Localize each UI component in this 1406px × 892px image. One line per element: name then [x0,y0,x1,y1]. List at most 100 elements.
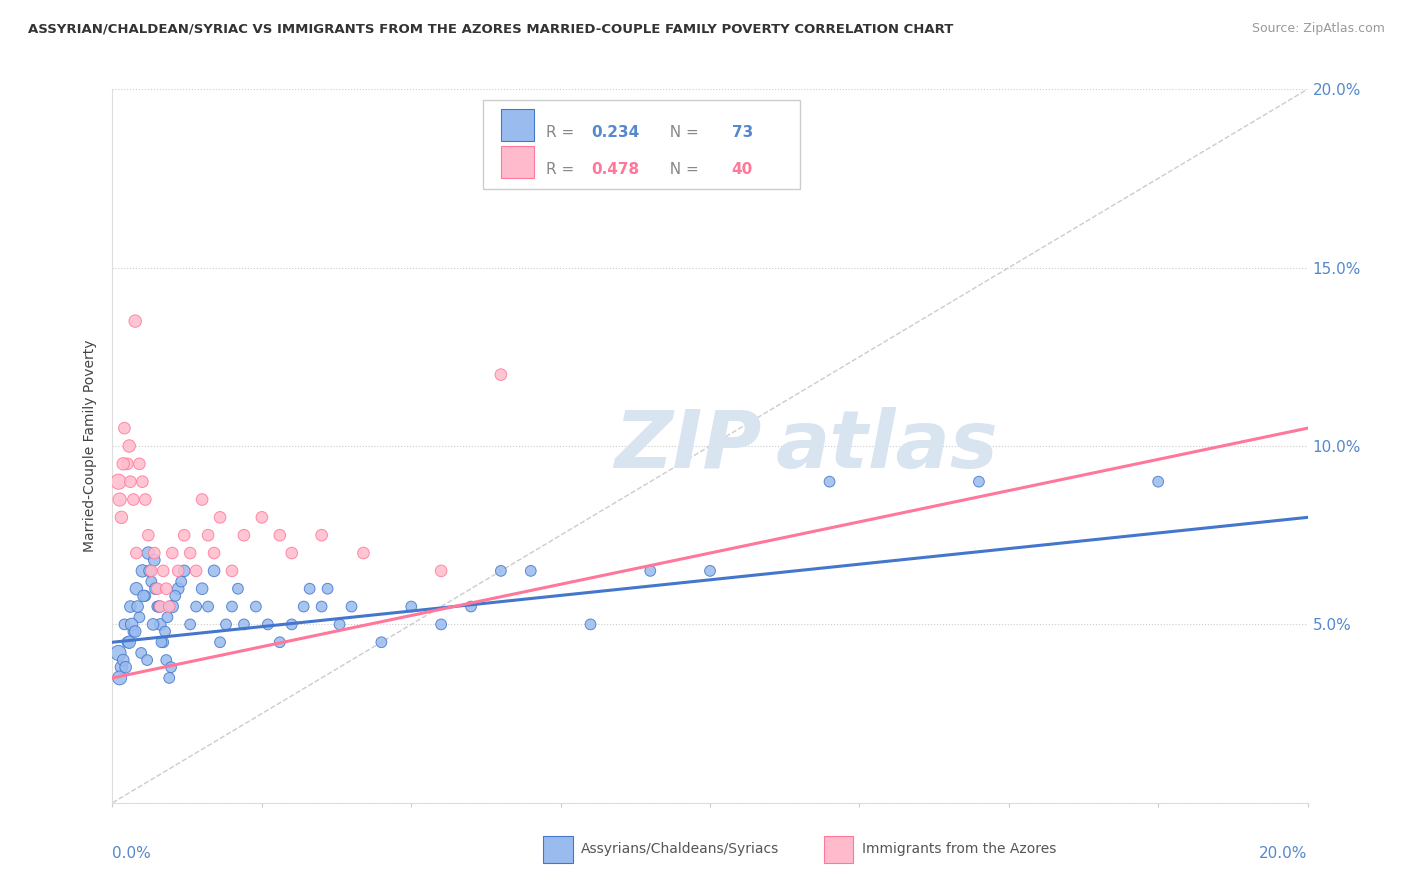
Point [281,546,304,560]
Point [179,546,201,560]
Point [173,564,195,578]
Point [125,546,148,560]
Point [818,475,841,489]
Text: ZIP: ZIP [614,407,762,485]
Point [269,635,291,649]
Text: 0.234: 0.234 [592,125,640,140]
Text: atlas: atlas [776,407,998,485]
Point [112,457,135,471]
Point [170,574,193,589]
Point [233,617,256,632]
Text: N =: N = [659,125,703,140]
Point [138,528,160,542]
Text: 40: 40 [731,161,752,177]
FancyBboxPatch shape [824,837,853,863]
Point [122,492,145,507]
Text: N =: N = [659,161,703,177]
Point [152,635,174,649]
Point [131,564,153,578]
Point [173,528,195,542]
Point [245,599,267,614]
Point [202,546,225,560]
Point [134,492,156,507]
Text: 0.0%: 0.0% [112,846,152,861]
Point [110,510,132,524]
Point [197,599,219,614]
Point [146,582,169,596]
Point [202,564,225,578]
Point [117,457,139,471]
Point [149,599,172,614]
Point [165,589,187,603]
Point [311,599,333,614]
Text: R =: R = [547,161,579,177]
Point [131,475,153,489]
Point [233,528,256,542]
FancyBboxPatch shape [501,145,534,178]
Point [127,599,149,614]
Point [157,671,180,685]
Point [114,660,136,674]
Point [292,599,315,614]
Point [430,617,453,632]
Point [250,510,273,524]
Point [112,653,135,667]
Point [108,671,131,685]
Point [430,564,453,578]
Point [167,564,190,578]
Point [157,599,180,614]
Point [298,582,321,596]
Point [108,492,131,507]
Point [118,635,141,649]
Point [141,564,163,578]
FancyBboxPatch shape [543,837,572,863]
Point [281,617,304,632]
Point [329,617,352,632]
Text: 0.478: 0.478 [592,161,640,177]
Point [125,582,148,596]
Point [107,646,129,660]
Point [162,546,183,560]
Point [215,617,238,632]
Point [221,599,243,614]
Point [186,564,208,578]
Point [316,582,339,596]
Point [145,582,167,596]
Point [370,635,392,649]
Point [107,475,129,489]
Point [120,475,142,489]
Point [129,646,152,660]
Point [114,617,135,632]
Point [152,564,174,578]
Point [967,475,990,489]
Point [117,635,139,649]
Point [120,599,142,614]
Point [489,368,512,382]
Text: 73: 73 [731,125,752,140]
Point [353,546,375,560]
Point [226,582,249,596]
Point [460,599,482,614]
Point [155,582,177,596]
Point [136,653,159,667]
Point [699,564,721,578]
Point [209,635,232,649]
Point [311,528,333,542]
Point [640,564,662,578]
Point [122,624,145,639]
Point [153,624,176,639]
Point [186,599,208,614]
Point [124,624,146,639]
Point [146,599,169,614]
FancyBboxPatch shape [501,109,534,141]
Point [489,564,512,578]
Point [269,528,291,542]
Text: R =: R = [547,125,579,140]
Point [191,582,214,596]
Point [121,617,143,632]
Point [148,599,170,614]
Point [142,617,165,632]
Point [134,589,156,603]
Text: Source: ZipAtlas.com: Source: ZipAtlas.com [1251,22,1385,36]
Point [579,617,602,632]
